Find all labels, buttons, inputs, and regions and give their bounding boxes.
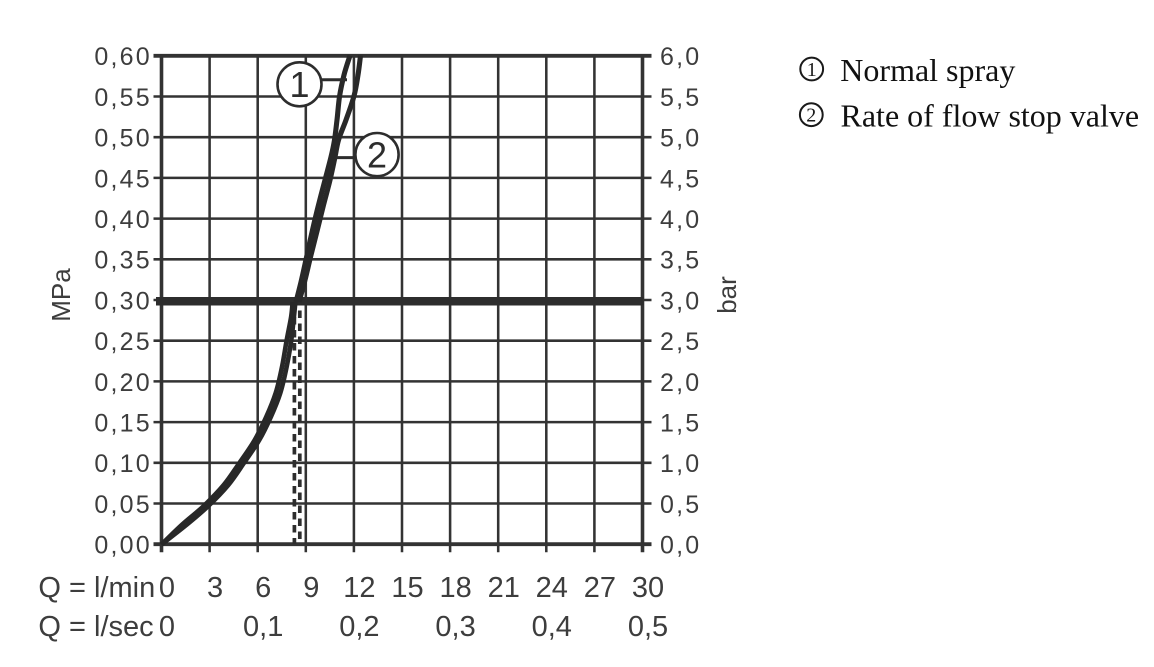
svg-text:0,30: 0,30 [94,287,151,315]
svg-text:0,3: 0,3 [435,611,475,643]
svg-text:12: 12 [343,572,375,604]
svg-text:0: 0 [159,572,175,604]
svg-text:0,60: 0,60 [94,43,151,71]
svg-text:3,5: 3,5 [660,247,701,275]
svg-text:3: 3 [207,572,223,604]
svg-text:0,0: 0,0 [660,532,701,560]
svg-text:0,00: 0,00 [94,532,151,560]
svg-text:0,40: 0,40 [94,206,151,234]
svg-text:15: 15 [391,572,423,604]
svg-text:21: 21 [488,572,520,604]
svg-text:Rate of flow stop valve: Rate of flow stop valve [841,98,1140,134]
svg-text:1: 1 [807,59,817,81]
svg-text:0,1: 0,1 [243,611,283,643]
svg-text:0,55: 0,55 [94,84,151,112]
svg-text:18: 18 [439,572,471,604]
svg-text:0,35: 0,35 [94,247,151,275]
svg-text:0,10: 0,10 [94,450,151,478]
svg-text:6: 6 [255,572,271,604]
svg-text:Q = l/min: Q = l/min [38,572,155,604]
svg-text:1,0: 1,0 [660,450,701,478]
svg-text:0,50: 0,50 [94,125,151,153]
svg-text:27: 27 [584,572,616,604]
svg-text:4,5: 4,5 [660,165,701,193]
svg-text:0,05: 0,05 [94,491,151,519]
svg-text:2,0: 2,0 [660,369,701,397]
svg-text:0: 0 [159,611,175,643]
svg-text:MPa: MPa [46,268,76,322]
svg-text:2: 2 [367,134,387,175]
svg-text:2: 2 [806,105,816,127]
svg-text:0,15: 0,15 [94,410,151,438]
svg-text:0,4: 0,4 [532,611,572,643]
svg-text:0,45: 0,45 [94,165,151,193]
svg-text:30: 30 [632,572,664,604]
svg-text:2,5: 2,5 [660,328,701,356]
svg-text:1,5: 1,5 [660,410,701,438]
svg-text:3,0: 3,0 [660,287,701,315]
svg-text:0,5: 0,5 [628,611,668,643]
svg-text:0,5: 0,5 [660,491,701,519]
svg-text:Q = l/sec: Q = l/sec [38,611,153,643]
svg-text:24: 24 [536,572,568,604]
svg-text:0,2: 0,2 [339,611,379,643]
svg-text:0,20: 0,20 [94,369,151,397]
svg-text:5,5: 5,5 [660,84,701,112]
svg-text:bar: bar [712,276,742,314]
svg-text:0,25: 0,25 [94,328,151,356]
svg-text:Normal spray: Normal spray [840,52,1015,88]
svg-text:4,0: 4,0 [660,206,701,234]
svg-text:1: 1 [289,64,309,105]
svg-text:9: 9 [303,572,319,604]
svg-text:5,0: 5,0 [660,125,701,153]
svg-text:6,0: 6,0 [660,43,701,71]
